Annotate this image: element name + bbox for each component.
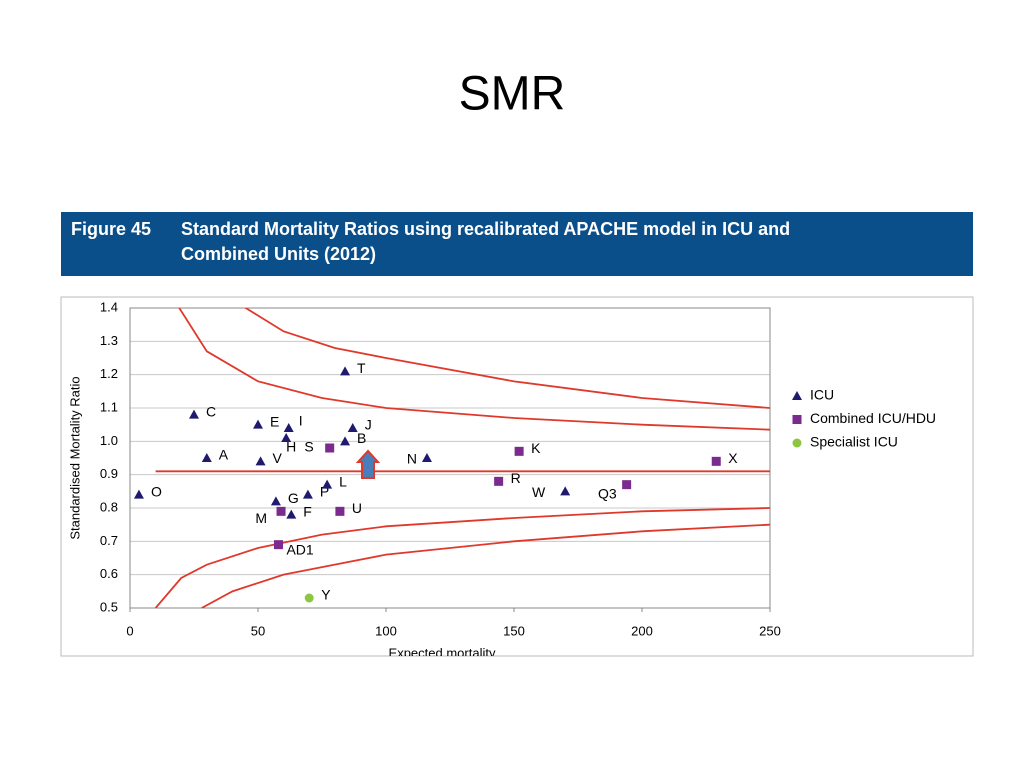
y-axis-title: Standardised Mortality Ratio — [67, 376, 82, 539]
legend-marker — [792, 391, 802, 400]
point-label: W — [532, 484, 546, 500]
data-point — [283, 423, 294, 432]
point-label: L — [339, 473, 347, 489]
legend-label: ICU — [810, 387, 834, 403]
point-label: H — [286, 439, 296, 455]
legend-label: Combined ICU/HDU — [810, 410, 936, 426]
point-label: S — [304, 439, 313, 455]
point-label: K — [531, 440, 541, 456]
data-point — [253, 419, 263, 429]
y-tick-label: 0.6 — [100, 566, 118, 581]
point-label: X — [728, 450, 738, 466]
point-label: G — [288, 490, 299, 506]
data-point — [276, 506, 286, 516]
x-tick-label: 100 — [375, 623, 397, 638]
y-tick-label: 0.5 — [100, 599, 118, 614]
legend-marker — [792, 415, 802, 424]
caption-box — [61, 212, 973, 276]
data-point — [322, 479, 333, 489]
plot-area — [129, 307, 771, 609]
data-point — [340, 436, 351, 446]
point-label: AD1 — [286, 541, 313, 557]
x-tick-label: 200 — [631, 623, 653, 638]
slide-title: SMR — [459, 68, 566, 121]
y-tick-label: 0.9 — [100, 466, 118, 481]
point-label: F — [303, 503, 312, 519]
point-label: N — [407, 451, 417, 467]
x-tick-label: 50 — [251, 623, 265, 638]
figure-caption: Standard Mortality Ratios using recalibr… — [181, 219, 790, 239]
data-point — [340, 366, 351, 376]
limit-curve — [178, 308, 770, 431]
point-label: O — [151, 483, 162, 499]
data-point — [560, 486, 571, 496]
point-label: I — [299, 413, 303, 429]
data-point — [270, 496, 281, 506]
point-label: E — [270, 413, 279, 429]
y-tick-label: 1.0 — [100, 433, 118, 448]
y-tick-label: 1.1 — [100, 399, 118, 414]
data-point — [304, 593, 314, 603]
data-point — [347, 423, 358, 432]
chart-frame — [60, 296, 974, 657]
point-label: R — [511, 470, 521, 486]
data-point — [514, 446, 524, 456]
x-tick-label: 0 — [126, 623, 133, 638]
data-point — [189, 409, 199, 419]
data-point — [273, 540, 283, 550]
y-tick-label: 1.3 — [100, 333, 118, 348]
x-tick-label: 150 — [503, 623, 525, 638]
data-point — [335, 506, 345, 516]
point-label: J — [365, 417, 372, 433]
limit-curve — [244, 308, 770, 409]
point-label: Q3 — [598, 485, 617, 501]
point-label: V — [273, 450, 283, 466]
data-point — [281, 433, 292, 442]
data-point — [286, 509, 297, 519]
point-label: C — [206, 403, 216, 419]
limit-curve — [201, 523, 770, 608]
y-tick-label: 1.4 — [100, 299, 118, 314]
data-point — [255, 456, 266, 466]
data-point — [494, 476, 504, 486]
figure-caption: Combined Units (2012) — [181, 244, 376, 264]
data-point — [421, 453, 432, 462]
legend-label: Specialist ICU — [810, 434, 898, 450]
figure-label: Figure 45 — [71, 219, 151, 239]
point-label: B — [357, 430, 366, 446]
data-point — [133, 489, 144, 499]
data-point — [302, 489, 313, 499]
point-label: M — [255, 510, 267, 526]
data-point — [325, 443, 335, 453]
point-label: T — [357, 360, 366, 376]
legend-marker — [792, 438, 802, 448]
point-label: Y — [321, 587, 331, 603]
y-tick-label: 0.7 — [100, 533, 118, 548]
limit-curve — [154, 507, 770, 608]
y-tick-label: 1.2 — [100, 366, 118, 381]
data-point — [622, 480, 632, 490]
x-axis-title: Expected mortality — [389, 645, 496, 660]
data-point — [201, 453, 212, 462]
y-tick-label: 0.8 — [100, 499, 118, 514]
highlight-arrow — [355, 449, 381, 479]
x-tick-label: 250 — [759, 623, 781, 638]
point-label: P — [320, 483, 329, 499]
data-point — [711, 456, 721, 466]
point-label: A — [219, 447, 229, 463]
point-label: U — [352, 500, 362, 516]
